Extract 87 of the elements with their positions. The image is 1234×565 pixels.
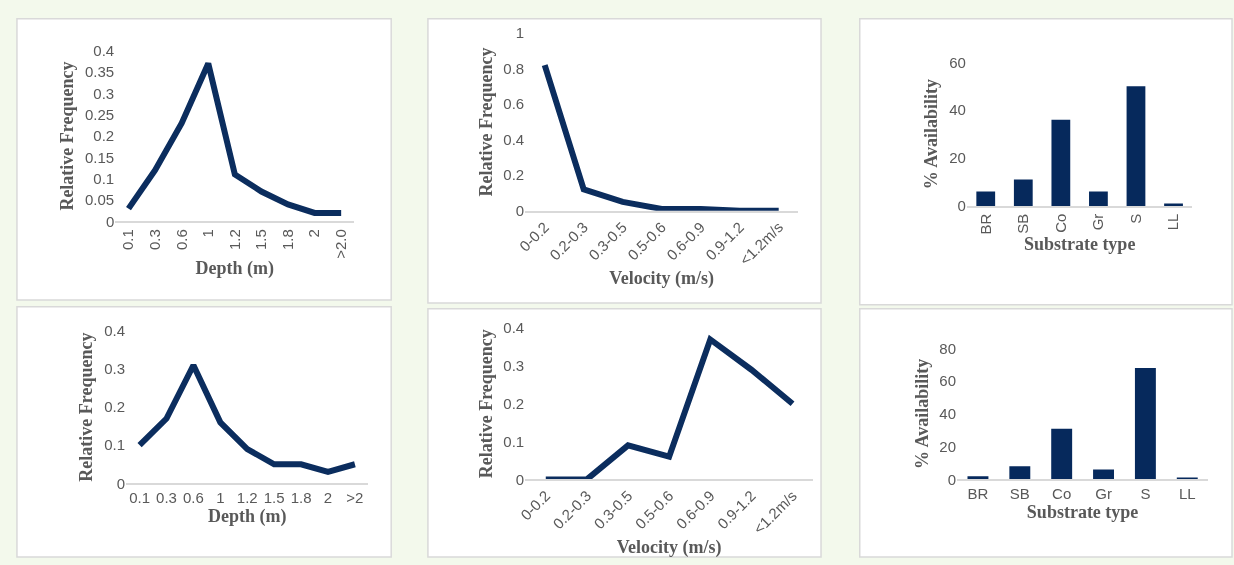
y-tick-label: 0.4	[503, 319, 525, 337]
y-tick-label: 0	[116, 474, 126, 492]
y-tick-label: 0	[947, 470, 957, 488]
y-tick-label: 0.05	[85, 191, 115, 209]
x-tick-label: 1.8	[278, 229, 296, 251]
x-tick-label: 1	[216, 489, 225, 507]
y-tick-label: 0.4	[104, 322, 126, 340]
bar	[1089, 191, 1108, 206]
y-tick-label: 0.3	[104, 360, 126, 378]
x-tick-label: 1.2	[236, 489, 258, 507]
x-tick-label: >2.0	[332, 229, 350, 259]
x-tick-label: BR	[967, 485, 989, 503]
x-tick-label: LL	[1178, 485, 1196, 503]
y-tick-label: 0.3	[93, 84, 115, 102]
y-tick-label: 0.4	[93, 41, 115, 59]
y-tick-label: 0	[105, 212, 115, 230]
bar	[1013, 179, 1033, 206]
x-axis-title: Velocity (m/s)	[616, 536, 722, 558]
x-tick-label: 1.5	[252, 229, 270, 251]
y-tick-label: 80	[939, 339, 957, 357]
x-tick-label: Gr	[1095, 485, 1112, 503]
x-tick-label: 1.8	[290, 489, 312, 507]
x-tick-label: SB	[1009, 485, 1030, 503]
bar	[1009, 466, 1031, 480]
x-tick-label: 1.2	[225, 229, 243, 251]
x-tick-label: 1	[199, 229, 217, 238]
x-tick-label: Gr	[1089, 213, 1107, 231]
x-tick-label: SB	[1014, 213, 1032, 234]
y-tick-label: 0.25	[85, 105, 115, 123]
bar	[967, 476, 989, 480]
y-tick-label: 0.8	[503, 60, 525, 77]
x-tick-label: 1.5	[263, 489, 285, 507]
x-axis-title: Substrate type	[1026, 502, 1139, 523]
x-tick-label: 0.3	[156, 489, 177, 507]
bar	[1126, 86, 1146, 206]
x-axis-title: Depth (m)	[195, 258, 275, 280]
y-tick-label: 0	[515, 470, 525, 488]
bar	[1051, 428, 1073, 480]
x-tick-label: 2	[305, 229, 323, 238]
y-tick-label: 60	[949, 53, 966, 71]
x-tick-label: 0.6	[172, 229, 190, 251]
x-axis-title: Substrate type	[1023, 234, 1136, 255]
y-tick-label: 0.35	[85, 63, 115, 81]
bar	[1051, 119, 1071, 206]
y-axis-title: Relative Frequency	[475, 329, 496, 479]
bar	[1093, 469, 1114, 480]
y-tick-label: 0.1	[503, 432, 525, 450]
y-tick-label: 0.3	[503, 357, 525, 375]
x-tick-label: S	[1140, 485, 1151, 503]
y-tick-label: 0	[957, 197, 966, 215]
x-tick-label: 0.3	[145, 229, 163, 251]
x-tick-label: 2	[323, 489, 333, 507]
bar	[1176, 477, 1198, 480]
y-tick-label: 20	[939, 437, 957, 455]
x-tick-label: Co	[1051, 213, 1069, 233]
y-axis-title: % Availability	[911, 358, 932, 470]
y-tick-label: 0.4	[503, 131, 525, 148]
x-tick-label: S	[1126, 213, 1144, 224]
y-tick-label: 0.2	[503, 395, 525, 412]
y-tick-label: 0.1	[93, 169, 115, 187]
y-tick-label: 0	[515, 201, 525, 219]
y-tick-label: 1	[515, 24, 525, 42]
x-tick-label: 0.1	[129, 489, 151, 507]
y-tick-label: 20	[949, 149, 966, 167]
y-axis-title: Relative Frequency	[57, 61, 78, 211]
y-tick-label: 0.2	[104, 398, 126, 416]
y-tick-label: 0.6	[503, 95, 525, 113]
y-tick-label: 60	[939, 372, 957, 390]
y-tick-label: 0.2	[503, 166, 525, 184]
y-tick-label: 40	[939, 405, 957, 423]
x-tick-label: 0.6	[182, 489, 204, 507]
y-axis-title: % Availability	[921, 79, 942, 190]
x-tick-label: >2	[346, 489, 364, 507]
y-tick-label: 40	[949, 101, 966, 119]
bar	[1134, 368, 1156, 480]
y-tick-label: 0.15	[85, 148, 115, 166]
bar	[976, 191, 996, 206]
y-axis-title: Relative Frequency	[475, 47, 496, 197]
y-axis-title: Relative Frequency	[76, 332, 97, 482]
x-tick-label: BR	[976, 213, 994, 235]
x-axis-title: Velocity (m/s)	[609, 268, 715, 290]
x-tick-label: LL	[1164, 213, 1182, 231]
x-tick-label: Co	[1052, 485, 1072, 503]
y-tick-label: 0.2	[93, 127, 115, 145]
bar	[1164, 203, 1183, 206]
y-tick-label: 0.1	[104, 436, 126, 454]
x-axis-title: Depth (m)	[208, 506, 287, 528]
